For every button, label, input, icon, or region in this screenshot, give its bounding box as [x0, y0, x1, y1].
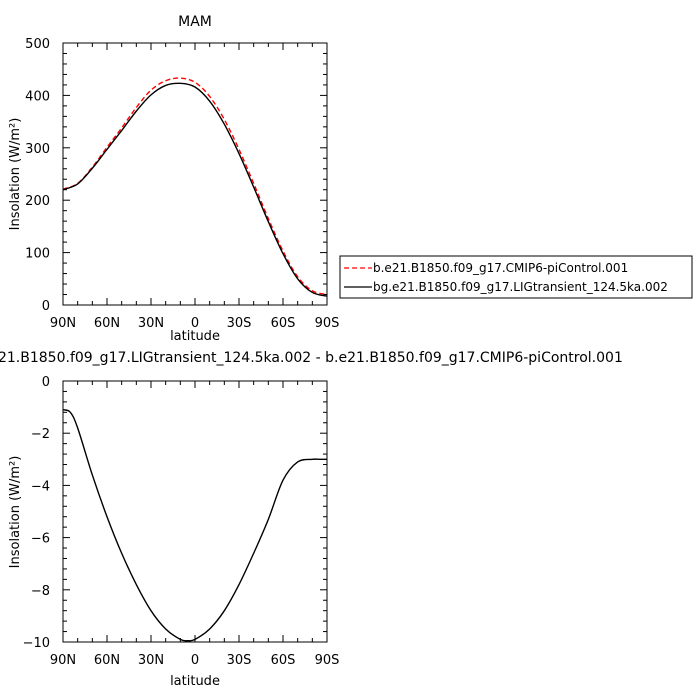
- bottom-x-axis-title: latitude: [170, 674, 220, 689]
- x-tick-label: 60N: [94, 653, 120, 668]
- bottom-plot-frame: [62, 380, 328, 643]
- bottom-x-axis: 90N 60N 30N 0 30S 60S 90S: [50, 381, 340, 668]
- x-tick-label: 0: [191, 653, 199, 668]
- x-tick-label: 90S: [315, 653, 340, 668]
- y-tick-label: −6: [31, 532, 50, 547]
- y-tick-label: 0: [42, 299, 50, 314]
- legend-label-picontrol: b.e21.B1850.f09_g17.CMIP6-piControl.001: [373, 261, 628, 275]
- x-tick-label: 30N: [138, 653, 164, 668]
- legend-frame: [339, 255, 693, 299]
- x-tick-label: 30S: [227, 316, 252, 331]
- y-tick-label: −8: [31, 584, 50, 599]
- y-tick-label: −2: [31, 427, 50, 442]
- y-tick-label: −4: [31, 479, 50, 494]
- top-plot-frame: [62, 42, 328, 306]
- top-series-line-1: [62, 82, 328, 297]
- y-tick-label: −10: [23, 636, 50, 651]
- top-x-axis: 90N 60N 30N 0 30S 60S 90S: [50, 43, 340, 331]
- x-tick-label: 90S: [315, 316, 340, 331]
- x-tick-label: 90N: [50, 316, 76, 331]
- legend-label-ligtransient: bg.e21.B1850.f09_g17.LIGtransient_124.5k…: [373, 280, 668, 294]
- x-tick-label: 60S: [271, 653, 296, 668]
- x-tick-label: 60S: [271, 316, 296, 331]
- bottom-y-axis: 0 −2 −4 −6 −8 −10: [23, 375, 327, 651]
- bottom-plot-lines: [62, 409, 327, 642]
- x-tick-label: 90N: [50, 653, 76, 668]
- y-tick-label: 200: [25, 194, 50, 209]
- legend: b.e21.B1850.f09_g17.CMIP6-piControl.001 …: [339, 255, 693, 299]
- top-chart-title: MAM: [178, 14, 212, 30]
- bottom-chart-title: bg.e21.B1850.f09_g17.LIGtransient_124.5k…: [0, 350, 623, 366]
- x-tick-label: 60N: [94, 316, 120, 331]
- y-tick-label: 400: [25, 89, 50, 104]
- y-tick-label: 300: [25, 142, 50, 157]
- x-tick-label: 30S: [227, 653, 252, 668]
- bottom-series-line-0: [62, 409, 327, 642]
- top-y-axis-title: Insolation (W/m²): [8, 118, 23, 231]
- difference-panel: bg.e21.B1850.f09_g17.LIGtransient_124.5k…: [0, 350, 623, 689]
- y-tick-label: 500: [25, 37, 50, 52]
- y-tick-label: 0: [42, 375, 50, 390]
- y-tick-label: 100: [25, 247, 50, 262]
- top-y-axis: 0 100 200 300 400 500: [25, 37, 327, 314]
- insolation-panel: MAM 0 100 200 300 400 500 90N 60N 30N 0 30S 60S 90S…: [8, 14, 339, 344]
- x-tick-label: 30N: [138, 316, 164, 331]
- x-tick-label: 0: [191, 316, 199, 331]
- bottom-y-axis-title: Insolation (W/m²): [8, 456, 23, 569]
- top-plot-lines: [62, 77, 328, 297]
- top-x-axis-title: latitude: [170, 329, 220, 344]
